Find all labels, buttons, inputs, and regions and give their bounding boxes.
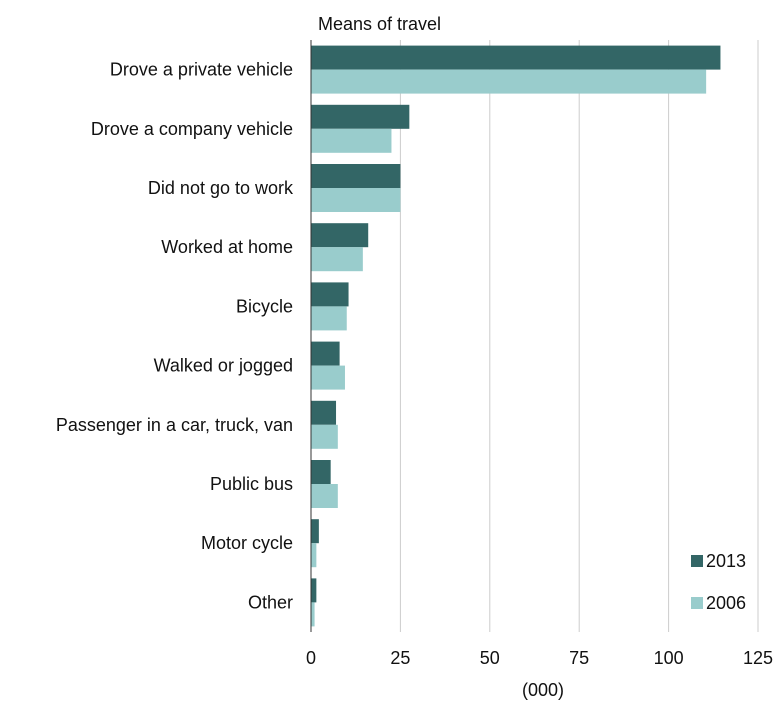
x-axis-title: (000) [522,680,564,700]
category-label: Drove a private vehicle [110,60,293,80]
bar-2013 [311,460,331,484]
legend-swatch-2013 [691,555,703,567]
x-tick-label: 100 [654,648,684,668]
legend-swatch-2006 [691,597,703,609]
bar-2013 [311,164,401,188]
bar-2013 [311,223,369,248]
category-label: Public bus [210,474,293,494]
x-tick-label: 50 [480,648,500,668]
category-label: Worked at home [161,237,293,257]
bar-2013 [311,104,410,129]
bar-2006 [311,484,338,508]
x-tick-label: 75 [569,648,589,668]
category-label: Walked or jogged [154,356,293,376]
category-label: Did not go to work [148,178,294,198]
legend-label: 2013 [706,551,746,571]
bar-2006 [311,128,392,153]
category-label: Bicycle [236,296,293,316]
bar-2006 [311,69,707,94]
bar-2013 [311,45,721,70]
bar-2013 [311,341,340,366]
legend-label: 2006 [706,593,746,613]
category-label: Other [248,592,293,612]
category-label: Drove a company vehicle [91,119,293,139]
category-labels: Drove a private vehicle Drove a company v… [56,60,294,613]
category-label: Passenger in a car, truck, van [56,415,293,435]
grid-lines [399,40,759,632]
x-tick-labels: 0 25 50 75 100 125 [306,648,773,668]
bar-2006 [311,188,401,212]
bar-2006 [311,365,345,390]
bars [311,45,721,627]
x-tick-label: 125 [743,648,773,668]
x-tick-label: 0 [306,648,316,668]
category-label: Motor cycle [201,533,293,553]
bar-2006 [311,602,315,627]
bar-2006 [311,424,338,449]
bar-2013 [311,519,319,544]
bar-2013 [311,400,337,425]
bar-2006 [311,306,347,331]
bar-2006 [311,543,317,568]
x-tick-label: 25 [390,648,410,668]
bar-2013 [311,578,317,603]
bar-2013 [311,282,349,307]
legend: 2013 2006 [691,551,746,613]
bar-2006 [311,247,363,272]
y-axis-title: Means of travel [318,14,441,34]
